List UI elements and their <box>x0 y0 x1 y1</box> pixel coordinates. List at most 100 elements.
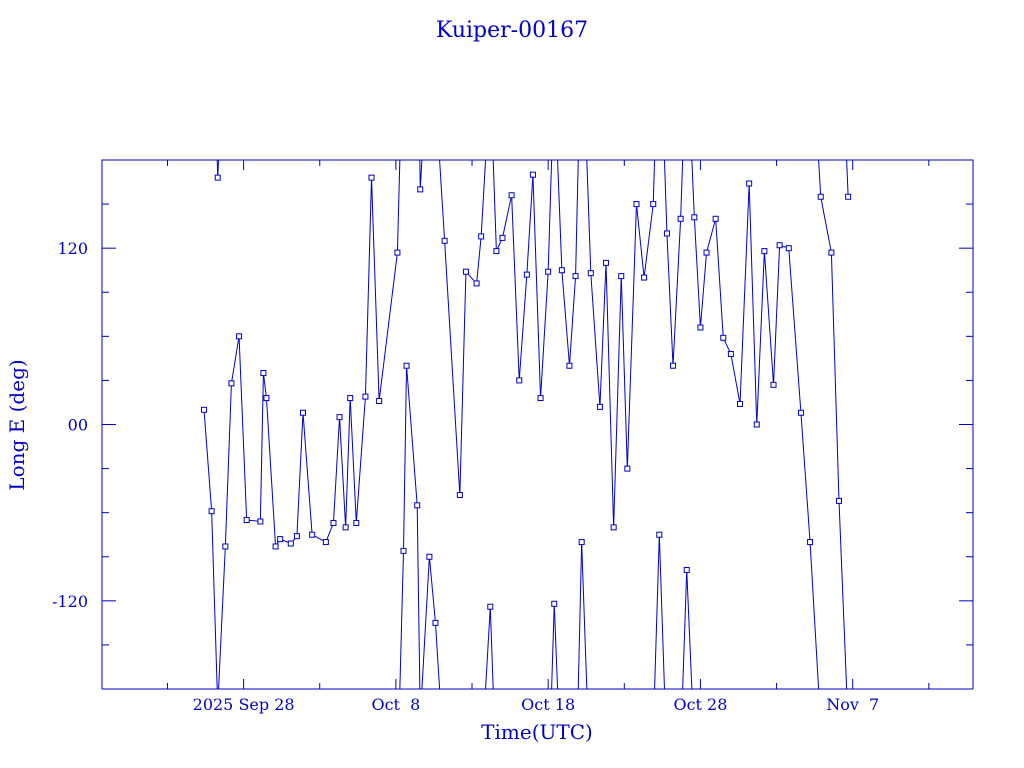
series-segment <box>553 603 559 689</box>
series-segment <box>325 522 334 543</box>
series-segment <box>666 233 674 366</box>
data-point <box>703 249 710 256</box>
data-point <box>663 230 670 237</box>
x-tick-label: Oct 28 <box>673 695 727 714</box>
data-point <box>243 517 250 524</box>
series-segment <box>838 500 848 689</box>
data-point <box>322 539 329 546</box>
data-point <box>516 377 523 384</box>
data-point <box>417 186 424 193</box>
data-point <box>362 393 369 400</box>
series-segment <box>349 398 357 523</box>
series-segment <box>739 183 750 404</box>
series-segment <box>846 160 849 197</box>
series-segment <box>663 160 668 234</box>
series-segment <box>203 409 213 512</box>
data-point <box>691 214 698 221</box>
data-point <box>656 531 663 538</box>
data-point <box>727 350 734 357</box>
data-point <box>277 536 284 543</box>
data-point <box>712 215 719 222</box>
data-point <box>330 519 337 526</box>
data-point <box>566 362 573 369</box>
series-segment <box>532 174 542 399</box>
data-point <box>432 619 439 626</box>
series-segment <box>605 262 615 528</box>
y-tick-label: 00 <box>68 416 88 435</box>
y-tick-label: -120 <box>52 592 88 611</box>
series-segment <box>730 353 741 405</box>
series-segment <box>763 251 775 385</box>
series-segment <box>218 546 226 689</box>
series-segment <box>568 276 577 366</box>
series-segment <box>444 240 461 496</box>
series-segment <box>371 177 380 402</box>
data-point <box>300 409 306 416</box>
series-segment <box>643 204 654 278</box>
series-segment <box>217 160 220 178</box>
series-segment <box>620 276 628 469</box>
series-segment <box>526 174 534 275</box>
series-segment <box>406 365 418 506</box>
series-segment <box>216 160 219 178</box>
series-segment <box>540 271 549 399</box>
data-point <box>353 519 360 526</box>
tick-labels: 2025 Sep 28 Oct 8 Oct 18 Oct 28 Nov 7 120 00 -1… <box>52 239 879 714</box>
series-segment <box>551 603 555 689</box>
data-point <box>641 274 648 281</box>
data-point <box>257 518 264 525</box>
data-point <box>272 543 279 550</box>
data-point <box>720 334 727 341</box>
series-segment <box>818 160 822 197</box>
data-point <box>746 180 753 187</box>
data-point <box>499 234 506 241</box>
plot-frame <box>101 159 974 690</box>
data-point <box>508 192 515 199</box>
series-segment <box>259 373 264 522</box>
series-segment <box>238 336 248 521</box>
series-segment <box>800 412 811 543</box>
series-segment <box>230 336 240 384</box>
series-segment <box>599 262 607 407</box>
data-point <box>537 395 544 402</box>
series-segment <box>339 417 347 528</box>
series-segment <box>364 177 373 397</box>
data-point <box>558 267 565 274</box>
data-point <box>587 270 594 277</box>
series-segment <box>672 218 682 366</box>
data-point <box>770 381 777 388</box>
data-point <box>347 395 354 402</box>
series-segment <box>626 204 637 469</box>
data-point <box>523 271 530 278</box>
series-segment <box>511 195 520 381</box>
data-point <box>578 539 585 546</box>
series-segment <box>302 412 313 535</box>
data-point <box>236 333 243 340</box>
data-point <box>697 324 704 331</box>
data-point <box>596 403 603 410</box>
data-point <box>228 380 235 387</box>
series-segment <box>756 251 765 425</box>
series-segment <box>635 204 645 278</box>
data-point <box>545 268 552 275</box>
x-tick-label: Oct 8 <box>371 695 420 714</box>
data-point <box>624 465 631 472</box>
data-point <box>776 242 783 249</box>
data-point <box>572 273 579 280</box>
series-segment <box>788 248 802 413</box>
series-segment <box>403 365 408 551</box>
series-segment <box>416 505 421 689</box>
data-point <box>683 566 690 573</box>
series-segment <box>561 270 570 366</box>
y-axis-label: Long E (deg) <box>5 359 29 490</box>
data-point <box>836 497 842 504</box>
series-segment <box>575 160 579 277</box>
x-tick-label: Nov 7 <box>826 695 879 714</box>
series-segment <box>809 542 820 689</box>
series-segment <box>476 236 482 284</box>
data-point <box>529 171 536 178</box>
data-point <box>633 201 640 208</box>
series-segment <box>489 606 494 689</box>
data-point <box>845 193 852 200</box>
data-point <box>650 201 657 208</box>
